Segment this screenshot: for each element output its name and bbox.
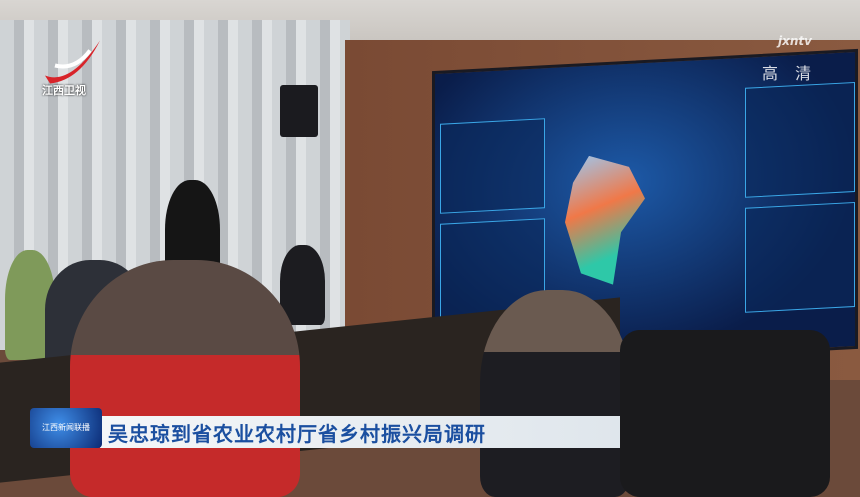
speaker — [280, 85, 318, 137]
news-program-logo: 江西新闻联播 — [30, 408, 102, 448]
chair — [620, 330, 830, 497]
area-chart-panel — [745, 81, 855, 198]
caption-text: 吴忠琼到省农业农村厅省乡村振兴局调研 — [108, 422, 486, 446]
bar-chart-panel — [440, 118, 545, 214]
attendee — [280, 245, 325, 325]
channel-logo-text: 江西卫视 — [42, 84, 86, 97]
channel-logo-icon — [45, 40, 100, 84]
attendee — [480, 290, 630, 497]
hd-label: 高 清 — [762, 64, 818, 83]
caption-bar — [100, 416, 620, 448]
hd-brand: jxntv — [778, 34, 812, 48]
province-map — [565, 153, 645, 287]
area-chart-panel — [745, 201, 855, 313]
attendee-red — [70, 260, 300, 497]
